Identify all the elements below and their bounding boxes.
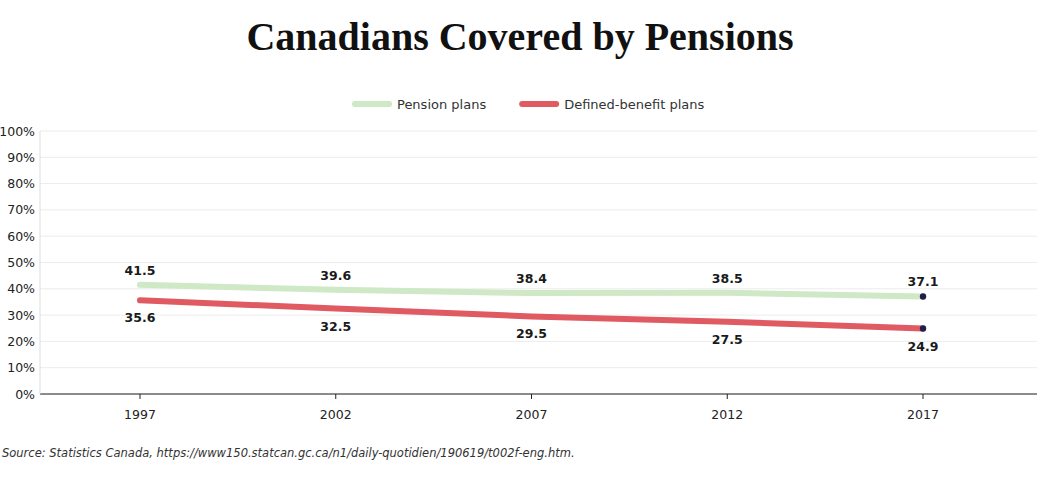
series-line xyxy=(140,285,923,297)
data-label: 38.4 xyxy=(516,271,547,286)
chart: Canadians Covered by Pensions Pension pla… xyxy=(0,0,1040,480)
y-tick-label: 70% xyxy=(7,202,35,217)
data-label: 37.1 xyxy=(908,274,939,289)
legend-swatch xyxy=(355,101,389,107)
grid-line xyxy=(40,367,1037,368)
grid-line xyxy=(40,157,1037,158)
y-tick-label: 60% xyxy=(7,229,35,244)
legend-swatch xyxy=(522,101,556,107)
y-tick-label: 20% xyxy=(7,334,35,349)
data-label: 32.5 xyxy=(320,319,351,334)
x-tick-label: 2002 xyxy=(320,407,352,422)
y-tick-label: 40% xyxy=(7,281,35,296)
source: Source: Statistics Canada, https://www15… xyxy=(2,446,575,460)
data-label: 39.6 xyxy=(320,268,351,283)
grid-line xyxy=(40,236,1037,237)
x-tick-label: 1997 xyxy=(124,407,156,422)
y-tick-label: 10% xyxy=(7,360,35,375)
legend-label: Defined-benefit plans xyxy=(564,97,704,112)
title: Canadians Covered by Pensions xyxy=(246,14,793,59)
legend-label: Pension plans xyxy=(397,97,486,112)
x-tick xyxy=(727,394,728,399)
data-label: 41.5 xyxy=(125,263,156,278)
data-label: 35.6 xyxy=(125,310,156,325)
data-label: 29.5 xyxy=(516,326,547,341)
marks xyxy=(140,285,926,332)
x-tick-label: 2007 xyxy=(516,407,548,422)
y-tick-label: 30% xyxy=(7,308,35,323)
x-tick xyxy=(531,394,532,399)
y-tick-label: 100% xyxy=(0,124,35,139)
grid-line xyxy=(40,209,1037,210)
y-tick-label: 0% xyxy=(15,387,35,402)
series-line xyxy=(140,300,923,328)
x-tick xyxy=(140,394,141,399)
grid-line xyxy=(40,262,1037,263)
x-tick xyxy=(335,394,336,399)
data-label: 38.5 xyxy=(712,271,743,286)
y-tick-label: 50% xyxy=(7,255,35,270)
end-point xyxy=(920,293,926,299)
data-label: 24.9 xyxy=(908,339,939,354)
legend: Pension plans Defined-benefit plans xyxy=(355,97,705,112)
x-tick-label: 2017 xyxy=(907,407,939,422)
x-tick-label: 2012 xyxy=(711,407,743,422)
y-tick-label: 80% xyxy=(7,176,35,191)
x-tick xyxy=(923,394,924,399)
y-axis xyxy=(40,131,41,394)
data-labels: 41.5 39.6 38.4 38.5 37.1 35.6 32.5 29.5 27.5 24.9 xyxy=(125,263,939,354)
grid-line xyxy=(40,394,1037,395)
grid-line xyxy=(40,183,1037,184)
x-axis xyxy=(40,394,1037,395)
grid-line xyxy=(40,131,1037,132)
data-label: 27.5 xyxy=(712,332,743,347)
y-tick-label: 90% xyxy=(7,150,35,165)
end-point xyxy=(920,325,926,331)
